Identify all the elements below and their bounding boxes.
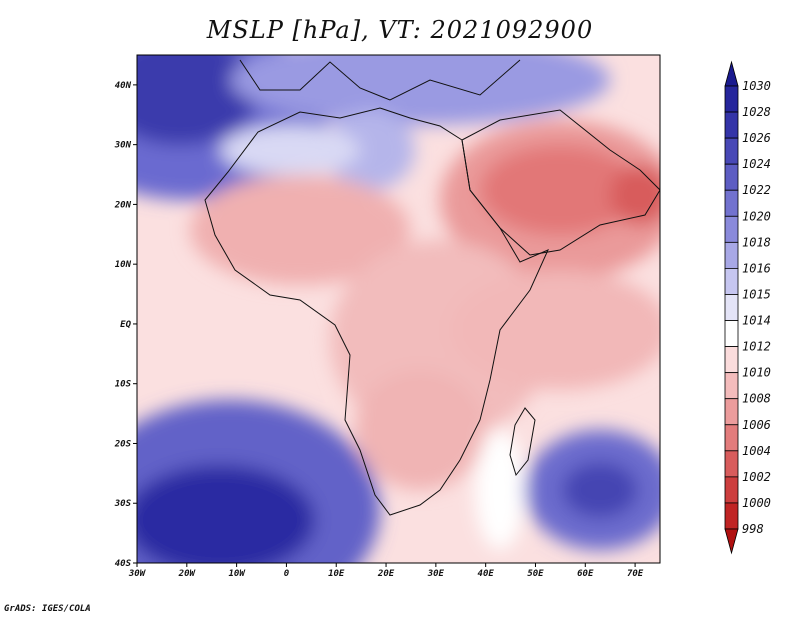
colorbar-label: 1008 — [742, 392, 771, 406]
colorbar-label: 1002 — [742, 470, 771, 484]
map-title: MSLP [hPa], VT: 2021092900 — [206, 16, 594, 44]
colorbar-label: 1020 — [742, 209, 771, 223]
colorbar-label: 1030 — [742, 79, 771, 93]
colorbar-swatch — [724, 268, 739, 295]
lat-tick-label: 20N — [114, 200, 132, 210]
colorbar-swatch — [724, 424, 739, 452]
lat-tick-label: 10S — [115, 380, 132, 390]
arabia-coastline — [461, 109, 660, 256]
colorbar-swatch — [724, 111, 739, 139]
colorbar-label: 1024 — [742, 157, 771, 171]
colorbar-label: 1000 — [742, 496, 771, 510]
colorbar-swatch — [724, 163, 739, 191]
colorbar-label: 1010 — [742, 366, 771, 380]
africa-coastline — [204, 107, 549, 516]
coastlines — [204, 59, 660, 516]
colorbar: 1030 1028 1026 1024 1022 1020 1018 1016 1015 1014… — [724, 60, 771, 555]
lat-tick-label: 30S — [114, 499, 132, 509]
colorbar-swatch — [724, 241, 739, 269]
pressure-field — [137, 55, 660, 563]
lon-tick-label: 20W — [178, 569, 197, 579]
colorbar-swatch — [724, 372, 739, 400]
colorbar-label: 1018 — [742, 235, 771, 249]
lon-tick-label: 10E — [328, 569, 345, 579]
colorbar-label: 998 — [742, 522, 764, 536]
colorbar-swatch — [724, 137, 739, 165]
lat-tick-label: 30N — [114, 141, 132, 151]
colorbar-label: 1004 — [742, 444, 771, 458]
lon-tick-label: 30W — [128, 569, 147, 579]
grads-credit: GrADS: IGES/COLA — [4, 604, 91, 614]
colorbar-swatch — [724, 346, 739, 374]
colorbar-label: 1026 — [742, 131, 771, 145]
colorbar-label: 1014 — [742, 314, 771, 328]
lat-tick-label: 40S — [115, 559, 132, 569]
colorbar-swatch — [724, 60, 739, 87]
colorbar-swatch — [724, 476, 739, 504]
colorbar-label: 1012 — [742, 340, 771, 354]
colorbar-swatch — [724, 189, 739, 217]
colorbar-swatch — [724, 398, 739, 426]
lon-tick-label: 60E — [577, 569, 594, 579]
colorbar-swatch — [724, 502, 739, 530]
colorbar-label: 1006 — [742, 418, 771, 432]
colorbar-label: 1015 — [742, 287, 771, 301]
colorbar-swatch — [724, 294, 739, 321]
lat-tick-label: 40N — [115, 81, 132, 91]
lon-tick-label: 20E — [377, 569, 395, 579]
lat-tick-label: EQ — [120, 320, 131, 330]
colorbar-label: 1016 — [742, 261, 771, 275]
lon-tick-label: 70E — [627, 569, 644, 579]
lon-tick-label: 10W — [228, 569, 246, 579]
lon-tick-label: 50E — [527, 569, 544, 579]
lat-tick-label: 10N — [115, 260, 132, 270]
map-frame — [136, 54, 661, 564]
colorbar-label: 1022 — [742, 183, 771, 197]
colorbar-swatch — [724, 528, 739, 555]
colorbar-label: 1028 — [742, 105, 771, 119]
longitude-ticks: 30W 20W 10W 0 10E 20E 30E 40E 50E 60E 70E — [128, 563, 644, 579]
lon-tick-label: 40E — [478, 569, 495, 579]
colorbar-swatch — [724, 215, 739, 243]
lon-tick-label: 30E — [427, 569, 445, 579]
colorbar-swatch — [724, 85, 739, 113]
colorbar-swatch — [724, 450, 739, 478]
lat-tick-label: 20S — [114, 439, 132, 449]
lon-tick-label: 0 — [284, 569, 290, 579]
colorbar-swatch — [724, 320, 739, 347]
europe-coastline — [239, 59, 521, 101]
madagascar-coastline — [509, 407, 536, 477]
latitude-ticks: 40N 30N 20N 10N EQ 10S 20S 30S 40S — [114, 81, 137, 569]
